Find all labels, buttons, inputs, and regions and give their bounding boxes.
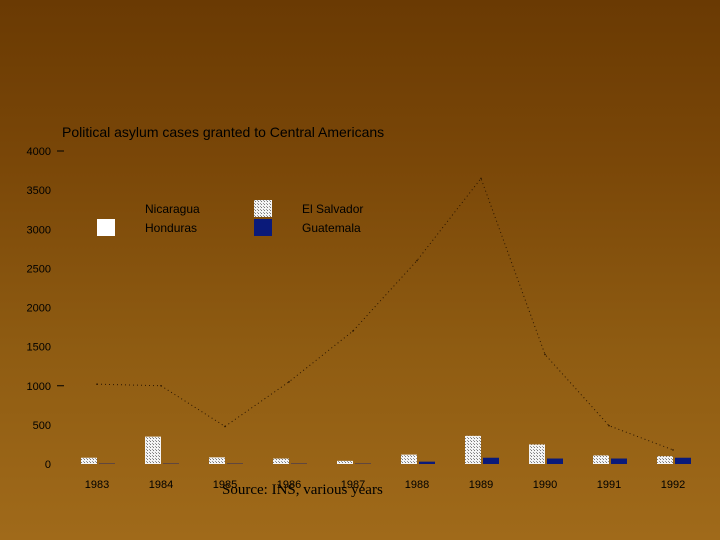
bar-guatemala xyxy=(611,458,627,464)
bar-guatemala xyxy=(547,458,563,464)
x-tick-label: 1990 xyxy=(533,479,557,491)
bar-guatemala xyxy=(675,457,691,464)
x-tick-label: 1987 xyxy=(341,479,365,491)
y-tick-label: 2000 xyxy=(27,303,51,315)
legend-swatch-honduras xyxy=(97,219,115,236)
x-tick-label: 1992 xyxy=(661,479,685,491)
nicaragua-line xyxy=(96,177,674,451)
bar-el-salvador xyxy=(593,455,609,464)
nicaragua-point xyxy=(96,383,98,385)
y-tick-label: 4000 xyxy=(27,146,51,158)
y-tick-label: 1500 xyxy=(27,342,51,354)
bar-el-salvador xyxy=(273,458,289,464)
x-tick-label: 1986 xyxy=(277,479,301,491)
bar-el-salvador xyxy=(81,457,97,464)
nicaragua-point xyxy=(416,259,418,262)
nicaragua-point xyxy=(160,384,162,387)
y-tick-label: 3000 xyxy=(27,224,51,236)
x-axis-ticks: 1983 1984 1985 1986 1987 1988 1989 1990 1991 1992 xyxy=(85,479,685,491)
x-tick-label: 1985 xyxy=(213,479,237,491)
bar-el-salvador xyxy=(337,460,353,464)
legend-label-nicaragua: Nicaragua xyxy=(145,202,200,216)
legend-swatch-el-salvador xyxy=(254,200,272,217)
y-tick-label: 1000 xyxy=(27,381,51,393)
legend-label-el-salvador: El Salvador xyxy=(302,202,363,216)
nicaragua-point xyxy=(352,330,354,332)
bar-guatemala xyxy=(419,461,435,464)
bar-el-salvador xyxy=(657,456,673,464)
nicaragua-series-line xyxy=(96,177,674,451)
legend-swatch-guatemala xyxy=(254,219,272,236)
bar-el-salvador xyxy=(401,454,417,464)
bar-guatemala xyxy=(483,457,499,464)
nicaragua-point xyxy=(544,353,546,356)
y-tick-label: 3500 xyxy=(27,185,51,197)
x-tick-label: 1988 xyxy=(405,479,429,491)
bar-el-salvador xyxy=(209,457,225,464)
y-tick-label: 500 xyxy=(33,420,51,432)
nicaragua-point xyxy=(288,381,290,383)
y-tick-label: 0 xyxy=(45,459,51,471)
nicaragua-point xyxy=(224,425,226,428)
bar-el-salvador xyxy=(145,436,161,464)
bar-el-salvador xyxy=(465,435,481,464)
y-tick-label: 2500 xyxy=(27,263,51,275)
x-tick-label: 1983 xyxy=(85,479,109,491)
nicaragua-point xyxy=(480,177,482,180)
bar-el-salvador xyxy=(529,444,545,464)
legend: Nicaragua Honduras El Salvador Guatemala xyxy=(97,200,363,236)
legend-label-honduras: Honduras xyxy=(145,221,197,235)
bars xyxy=(81,435,691,464)
x-tick-label: 1984 xyxy=(149,479,173,491)
source-note: Source: INS, various years xyxy=(222,482,383,498)
x-tick-label: 1991 xyxy=(597,479,621,491)
y-axis-ticks: 0 500 1000 1500 2000 2500 3000 3500 4000 xyxy=(27,146,64,471)
nicaragua-point xyxy=(672,449,674,451)
x-tick-label: 1989 xyxy=(469,479,493,491)
chart-title: Political asylum cases granted to Centra… xyxy=(62,124,384,140)
nicaragua-point xyxy=(608,424,610,427)
legend-label-guatemala: Guatemala xyxy=(302,221,361,235)
